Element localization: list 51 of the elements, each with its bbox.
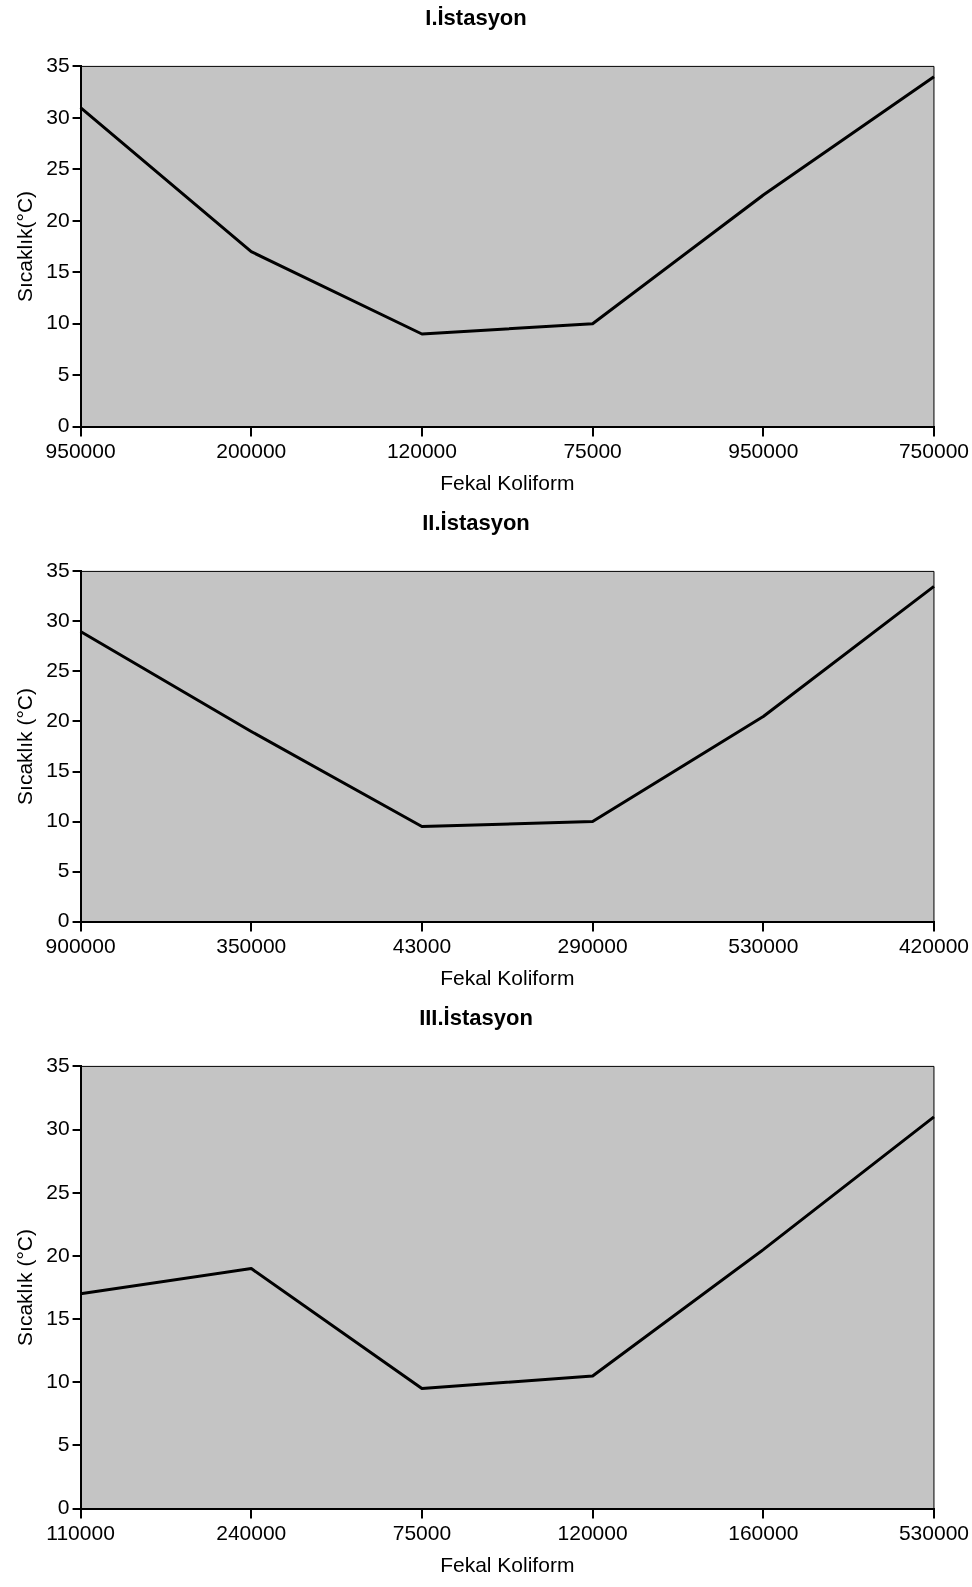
y-tick-label: 15 [46, 758, 70, 782]
x-tick-label: 350000 [216, 934, 287, 957]
x-tick-label: 530000 [728, 934, 799, 957]
y-tick-label: 15 [46, 1305, 70, 1329]
x-tick-label: 750000 [898, 439, 969, 462]
y-tick-label: 20 [46, 708, 70, 732]
y-tick-label: 20 [46, 1242, 70, 1266]
y-tick-label: 30 [46, 1116, 70, 1140]
chart-title: II.İstasyon [422, 510, 530, 536]
x-tick-label: 110000 [46, 1521, 115, 1544]
y-tick-label: 5 [57, 361, 70, 385]
y-tick-label: 35 [46, 53, 70, 77]
y-tick-label: 10 [46, 808, 70, 832]
y-tick-label: 25 [46, 156, 70, 180]
chart-title: III.İstasyon [419, 1005, 533, 1031]
x-tick-label: 420000 [898, 934, 969, 957]
x-tick-label: 240000 [216, 1521, 287, 1544]
y-tick-label: 25 [46, 1179, 70, 1203]
x-tick-label: 120000 [557, 1521, 628, 1544]
x-tick-label: 43000 [392, 934, 452, 957]
x-tick-label: 950000 [728, 439, 799, 462]
y-tick-label: 35 [46, 1053, 70, 1077]
x-axis-title: Fekal Koliform [440, 471, 575, 495]
y-tick-label: 10 [46, 310, 70, 334]
y-tick-label: 10 [46, 1369, 70, 1393]
y-axis-title: Sıcaklık (°C) [13, 688, 37, 805]
y-axis-title: Sıcaklık(°C) [13, 190, 37, 303]
x-tick-label: 900000 [45, 934, 116, 957]
y-tick-label: 35 [46, 558, 70, 582]
y-tick-label: 15 [46, 259, 70, 283]
y-tick-label: 0 [57, 1495, 70, 1519]
x-tick-label: 75000 [392, 1521, 452, 1544]
y-tick-label: 25 [46, 658, 70, 682]
x-tick-label: 120000 [386, 439, 457, 462]
y-tick-label: 30 [46, 608, 70, 632]
y-tick-label: 5 [57, 1432, 70, 1456]
x-tick-label: 160000 [728, 1521, 799, 1544]
y-tick-label: 5 [57, 858, 70, 882]
x-tick-label: 950000 [45, 439, 116, 462]
x-axis-title: Fekal Koliform [440, 966, 575, 990]
x-tick-label: 290000 [557, 934, 628, 957]
y-tick-label: 20 [46, 207, 70, 231]
x-tick-label: 200000 [216, 439, 287, 462]
y-axis-title: Sıcaklık (°C) [13, 1229, 37, 1346]
y-tick-label: 0 [57, 908, 70, 932]
y-tick-label: 30 [46, 104, 70, 128]
chart-title: I.İstasyon [425, 5, 527, 31]
x-tick-label: 530000 [898, 1521, 969, 1544]
x-tick-label: 75000 [563, 439, 622, 462]
y-tick-label: 0 [57, 413, 70, 437]
x-axis-title: Fekal Koliform [440, 1553, 575, 1577]
